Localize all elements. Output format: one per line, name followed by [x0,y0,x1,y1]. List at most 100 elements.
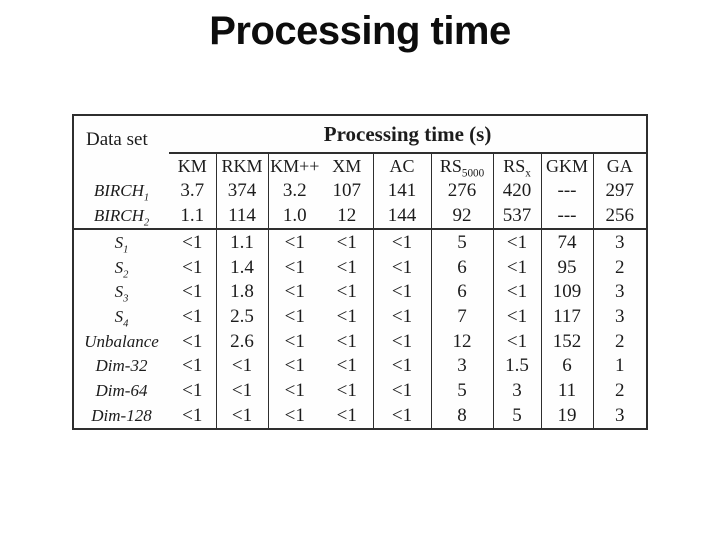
value-cell: 1.4 [215,255,268,280]
label-sub: 1 [143,192,150,204]
value-cell: <1 [372,228,431,256]
value-cell: <1 [336,355,357,377]
value-cell: 3 [492,378,541,404]
value-cell: <1 [372,353,431,379]
column-header: GKM [540,153,593,179]
value-cell: <1 [372,255,431,280]
value-cell: 19 [540,403,593,428]
value-cell: <1 [372,329,431,354]
value-cell: <1 [492,279,541,305]
value-cell: <1 [267,378,321,404]
processing-time-table: Data set Processing time (s) KM RKM KM++ XM… [72,114,648,430]
row-label: S1 [74,228,169,256]
value-cell: 6 [540,353,593,379]
value-cell: <1 [492,255,541,280]
value-cell: 276 [430,179,493,204]
value-cell: <1 [372,403,431,428]
value-cell: <1 [336,379,357,401]
value-cell: <1 [267,304,321,330]
table-row: Unbalance <1 2.6 <1 <1 <1 12 <1 152 2 [74,329,647,354]
label-base: Dim-32 [95,356,148,376]
value-cell: 3 [592,279,647,305]
value-cell: <1 [182,281,203,303]
row-label: S2 [74,255,169,280]
row-label: S3 [74,280,169,305]
table-row: BIRCH1 3.7 374 3.2 107 141 276 420 --- 297 [74,179,647,204]
value-cell: <1 [267,403,321,428]
value-cell: 374 [215,179,268,204]
value-cell: <1 [492,329,541,354]
value-cell: <1 [215,378,268,404]
table-body: BIRCH1 3.7 374 3.2 107 141 276 420 --- 297 BIRCH2 1… [74,179,647,428]
table-row: BIRCH2 1.1 114 1.0 12 144 92 537 --- 256 [74,203,647,230]
value-cell: 3 [592,403,647,428]
value-cell: 95 [540,255,593,280]
column-header: RKM [215,153,268,179]
value-cell: <1 [267,228,321,256]
value-cell: <1 [182,256,203,278]
group-header: Processing time (s) [169,116,647,154]
value-cell: 420 [492,179,541,204]
results-table: Data set Processing time (s) KM RKM KM++ XM… [74,116,647,428]
value-cell: <1 [182,404,203,426]
value-cell: 2.5 [215,304,268,330]
table-row: Dim-128 <1 <1 <1 <1 <1 8 5 19 3 [74,403,647,428]
column-header: AC [372,153,431,179]
table-row: Dim-64 <1 <1 <1 <1 <1 5 3 11 2 [74,378,647,404]
label-base: S [114,306,124,326]
row-label: Dim-64 [74,379,169,404]
value-cell: 107 [332,180,362,202]
value-cell: <1 [182,355,203,377]
label-base: AC [389,156,415,176]
row-label: Dim-128 [74,403,169,428]
value-cell: 11 [540,378,593,404]
value-cell: 1.1 [215,228,268,256]
value-cell: 144 [372,203,431,230]
column-header-row: KM RKM KM++ XM AC RS5000 RSx GKM GA [74,153,647,179]
value-cell: 3.2 [267,179,321,204]
value-cell: <1 [182,305,203,327]
value-cell: <1 [169,228,216,256]
value-cell: 256 [592,203,647,230]
label-base: BIRCH [93,181,144,201]
value-cell: 74 [540,228,593,256]
value-cell: 3 [592,228,647,256]
value-cell: --- [540,203,593,230]
table-row: Dim-32 <1 <1 <1 <1 <1 3 1.5 6 1 [74,353,647,379]
label-base: GA [606,156,633,176]
label-base: KM++ [270,156,320,176]
value-cell: 7 [430,304,493,330]
value-cell: 2 [592,378,647,404]
value-cell: <1 [492,304,541,330]
label-base: GKM [545,156,588,176]
row-label: BIRCH2 [74,204,169,230]
value-cell: 3 [430,353,493,379]
label-base: RS [439,156,462,176]
value-cell: <1 [267,353,321,379]
row-label: BIRCH1 [74,179,169,204]
value-cell: 5 [430,378,493,404]
value-cell: 12 [337,205,357,227]
value-cell: <1 [321,228,373,256]
value-cell: <1 [372,378,431,404]
value-cell: 114 [215,203,268,230]
value-cell: <1 [215,353,268,379]
value-cell: <1 [336,281,357,303]
value-cell: <1 [215,403,268,428]
value-cell: <1 [336,404,357,426]
value-cell: --- [540,179,593,204]
label-base: Dim-128 [91,405,152,425]
column-header: GA [592,153,647,179]
value-cell: <1 [182,379,203,401]
table-row: S3 <1 1.8 <1 <1 <1 6 <1 109 3 [74,279,647,305]
row-label: Unbalance [74,329,169,354]
label-sub: 5000 [461,167,485,179]
table-row: S4 <1 2.5 <1 <1 <1 7 <1 117 3 [74,304,647,330]
value-cell: 5 [492,403,541,428]
value-cell: 1.1 [180,205,205,227]
column-header: RS5000 [430,153,493,179]
value-cell: <1 [267,279,321,305]
column-header: RSx [492,153,541,179]
page-title: Processing time [209,9,511,53]
label-sub: 4 [123,318,129,330]
